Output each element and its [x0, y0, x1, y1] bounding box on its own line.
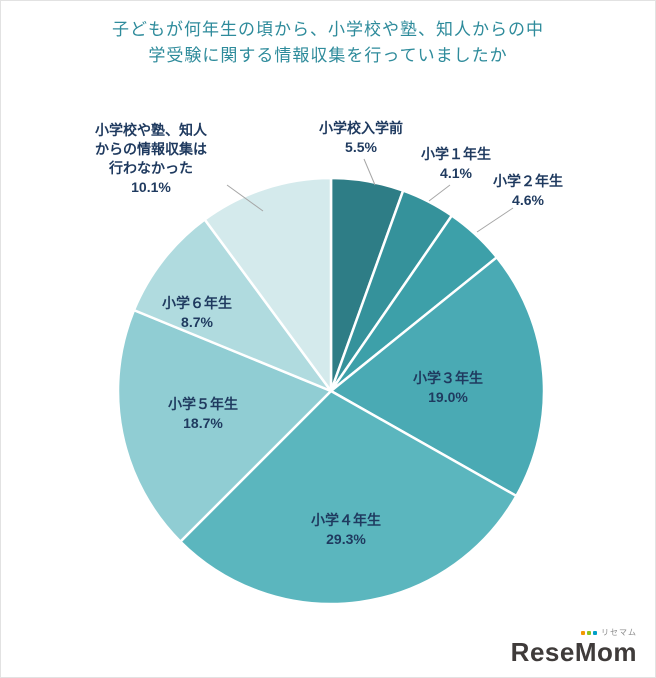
chart-title: 子どもが何年生の頃から、小学校や塾、知人からの中 学受験に関する情報収集を行って… [1, 17, 655, 70]
leader-line-3 [476, 207, 514, 233]
logo-text: ReseMom [510, 637, 637, 667]
pie-slice-7 [132, 218, 333, 393]
leader-line-8 [226, 184, 264, 212]
pie-slice-4 [329, 256, 546, 498]
logo-kana: リセマム [601, 628, 637, 637]
pie-slice-6 [116, 308, 333, 543]
leader-line-1 [363, 158, 376, 186]
logo-dot-1 [581, 630, 585, 635]
logo-dot-3 [593, 630, 597, 635]
logo-dot-2 [587, 630, 591, 635]
leader-line-2 [428, 184, 451, 202]
logo-kana-row: リセマム [511, 627, 637, 638]
resemom-logo: リセマム ReseMom [511, 627, 637, 665]
pie-slice-8 [203, 176, 333, 393]
chart-title-line-2: 学受験に関する情報収集を行っていましたか [148, 46, 508, 66]
chart-title-line-1: 子どもが何年生の頃から、小学校や塾、知人からの中 [112, 20, 544, 39]
pie-slice-5 [179, 389, 518, 606]
